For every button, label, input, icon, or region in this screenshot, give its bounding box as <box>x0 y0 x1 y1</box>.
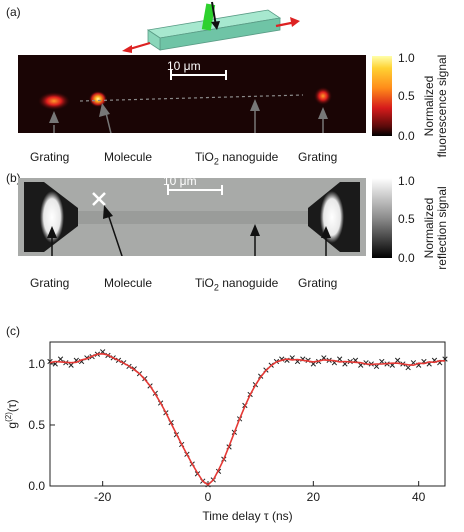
x-tick-label: 40 <box>412 490 426 504</box>
plot-frame <box>49 341 446 487</box>
panel-a-scalebar-label: 10 μm <box>167 59 201 73</box>
data-point <box>68 362 74 368</box>
colorbar-a-tick-mid: 0.5 <box>398 89 415 103</box>
panel-a-grating-right: Grating <box>298 150 338 164</box>
panel-b-nanoguide-tio: TiO <box>195 276 214 290</box>
chart-x-label: Time delay τ (ns) <box>202 509 292 523</box>
panel-c-label: (c) <box>6 324 20 338</box>
y-tick-label: 0.5 <box>28 418 45 432</box>
colorbar-a-title-line2: fluorescence signal <box>435 54 449 158</box>
data-point <box>394 357 401 363</box>
y-tick-label: 1.0 <box>28 357 45 371</box>
colorbar-b-tick-bottom: 0.0 <box>398 251 415 265</box>
colorbar-b-title-line2: reflection signal <box>435 186 449 270</box>
panel-b-grating-left: Grating <box>30 276 70 290</box>
data-point <box>57 356 64 362</box>
x-tick-label: 0 <box>205 490 212 504</box>
panel-b-grating-right: Grating <box>298 276 338 290</box>
data-point <box>337 356 343 362</box>
colorbar-fluorescence <box>372 56 392 136</box>
x-tick-label: 20 <box>307 490 321 504</box>
panel-a-label: (a) <box>6 5 21 19</box>
panel-b-label: (b) <box>6 171 21 185</box>
colorbar-reflection <box>372 178 392 258</box>
panel-a-grating-left: Grating <box>30 150 70 164</box>
g2-chart: -20 0 20 40 0.0 0.5 1.0 g(2)(τ) Time delay τ (… <box>4 341 448 523</box>
panel-a-nanoguide-sub: 2 <box>213 156 219 167</box>
colorbar-a-tick-top: 1.0 <box>398 51 415 65</box>
fluorescence-map <box>18 55 366 133</box>
colorbar-a-tick-bottom: 0.0 <box>398 129 415 143</box>
panel-b-nanoguide: TiO2 nanoguide <box>195 276 278 292</box>
panel-b-molecule: Molecule <box>104 276 153 290</box>
reflection-map <box>18 178 366 256</box>
panel-b-nanoguide-sub: 2 <box>213 282 219 293</box>
panel-a-nanoguide-tio: TiO <box>195 150 214 164</box>
data-point <box>379 358 385 365</box>
data-point <box>405 364 411 371</box>
panel-b-scalebar-label: 10 μm <box>163 174 197 188</box>
panel-b-nanoguide-tail: nanoguide <box>218 276 279 290</box>
y-tick-label: 0.0 <box>28 479 45 493</box>
panel-a-molecule: Molecule <box>104 150 153 164</box>
nanoguide-schematic <box>122 1 300 53</box>
fit-curve <box>49 352 446 486</box>
colorbar-b-tick-top: 1.0 <box>398 174 415 188</box>
colorbar-b-tick-mid: 0.5 <box>398 212 415 226</box>
chart-y-label: g(2)(τ) <box>4 399 19 428</box>
x-tick-label: -20 <box>94 490 112 504</box>
panel-a-nanoguide-tail: nanoguide <box>218 150 279 164</box>
panel-a-nanoguide: TiO2 nanoguide <box>195 150 278 166</box>
data-point <box>342 361 348 367</box>
